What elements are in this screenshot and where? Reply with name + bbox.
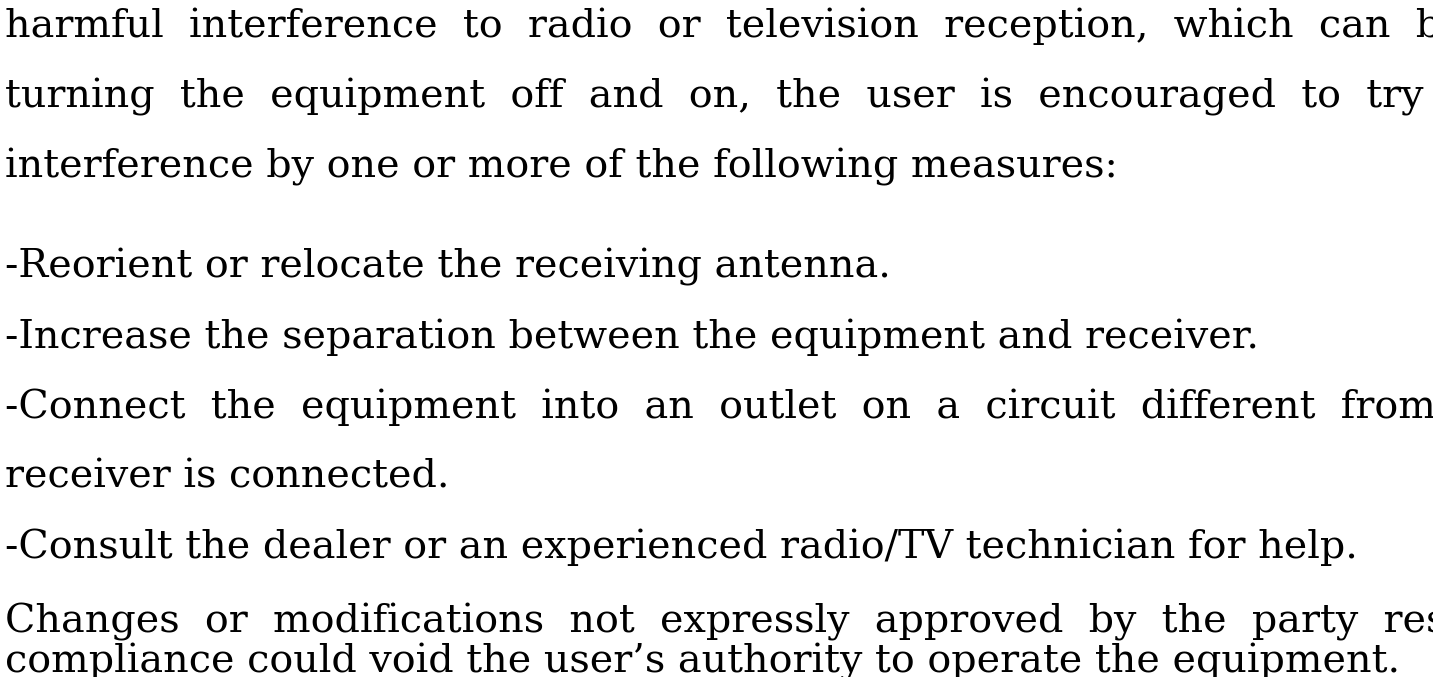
Text: interference by one or more of the following measures:: interference by one or more of the follo… [4,148,1118,186]
Text: turning  the  equipment  off  and  on,  the  user  is  encouraged  to  try  to  : turning the equipment off and on, the us… [4,78,1433,116]
Text: -Reorient or relocate the receiving antenna.: -Reorient or relocate the receiving ante… [4,248,891,286]
Text: Changes  or  modifications  not  expressly  approved  by  the  party  responsibl: Changes or modifications not expressly a… [4,603,1433,641]
Text: receiver is connected.: receiver is connected. [4,458,450,495]
Text: harmful  interference  to  radio  or  television  reception,  which  can  be  de: harmful interference to radio or televis… [4,8,1433,46]
Text: compliance could void the user’s authority to operate the equipment.: compliance could void the user’s authori… [4,643,1400,677]
Text: -Consult the dealer or an experienced radio/TV technician for help.: -Consult the dealer or an experienced ra… [4,528,1358,565]
Text: -Increase the separation between the equipment and receiver.: -Increase the separation between the equ… [4,318,1260,355]
Text: -Connect  the  equipment  into  an  outlet  on  a  circuit  different  from  tha: -Connect the equipment into an outlet on… [4,388,1433,426]
